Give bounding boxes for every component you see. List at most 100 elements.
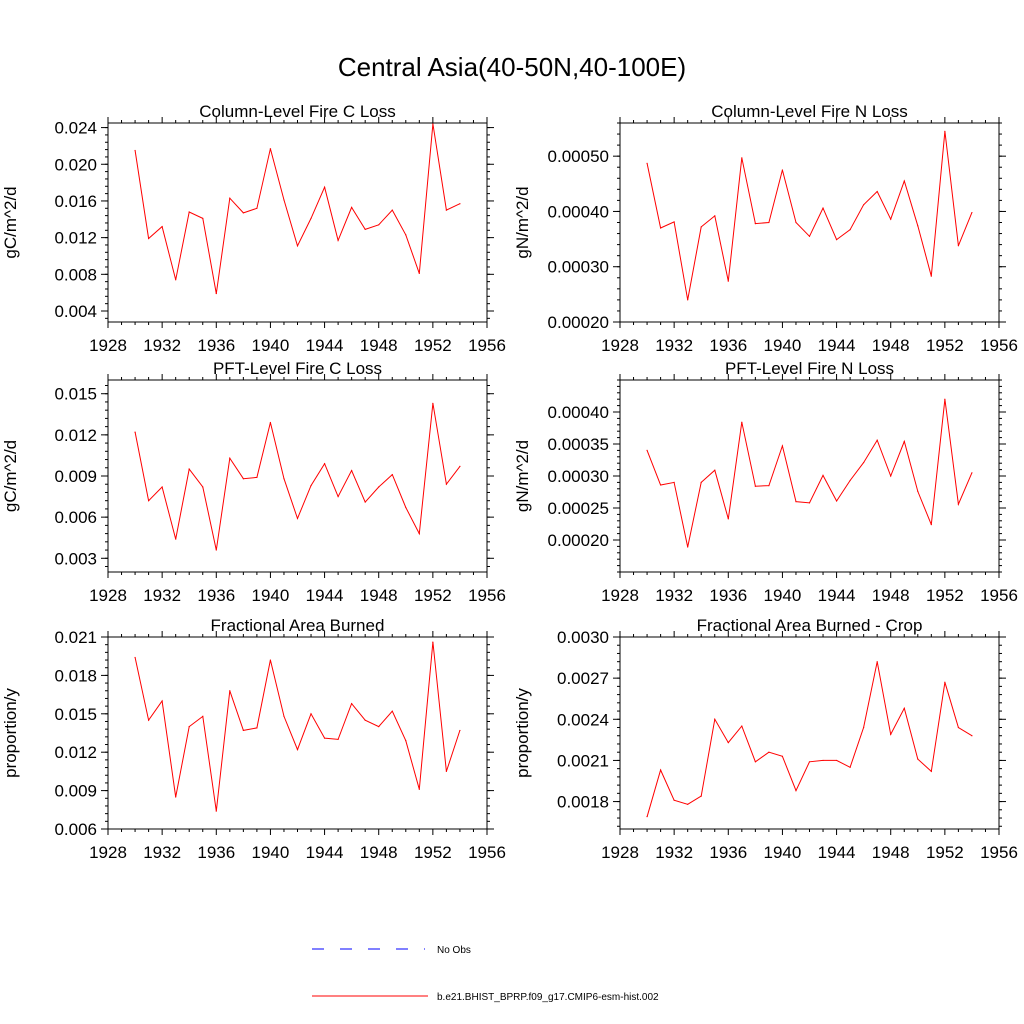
legend-model-label: b.e21.BHIST_BPRP.f09_g17.CMIP6-esm-hist.… (437, 992, 659, 1003)
data-point (148, 237, 150, 240)
data-point (405, 234, 407, 236)
data-point (863, 461, 865, 464)
x-tick-label: 1940 (764, 336, 802, 355)
data-point (944, 398, 946, 400)
data-point (714, 718, 716, 720)
data-point (269, 148, 272, 150)
data-point (296, 517, 299, 520)
y-tick-label: 0.0024 (557, 710, 609, 729)
data-point (161, 486, 163, 488)
data-point (337, 239, 339, 241)
x-tick-label: 1948 (360, 586, 398, 605)
data-point (229, 457, 231, 459)
y-tick-label: 0.015 (54, 705, 97, 724)
x-tick-label: 1940 (764, 586, 802, 605)
data-point (808, 761, 811, 763)
data-point (161, 226, 163, 228)
data-point (296, 749, 299, 751)
x-tick-label: 1932 (655, 843, 693, 862)
data-point (660, 484, 662, 486)
data-point (202, 217, 204, 219)
data-point (835, 500, 838, 502)
x-tick-label: 1928 (89, 586, 127, 605)
data-point (971, 735, 973, 737)
data-point (768, 221, 770, 224)
data-point (687, 299, 689, 301)
data-point (754, 485, 756, 487)
data-point (445, 209, 447, 211)
y-tick-label: 0.00035 (548, 435, 609, 454)
data-point (957, 726, 959, 729)
x-tick-label: 1956 (980, 843, 1018, 862)
data-point (229, 690, 231, 692)
data-point (700, 481, 702, 483)
x-tick-label: 1944 (306, 336, 344, 355)
data-point (727, 280, 729, 282)
data-point (876, 439, 878, 441)
chart-panel-1: Column-Level Fire C Loss gC/m^2/d 1928 1932… (1, 102, 506, 355)
y-tick-label: 0.012 (54, 426, 97, 445)
panel-title: PFT-Level Fire N Loss (725, 359, 894, 378)
x-tick-label: 1944 (818, 843, 856, 862)
data-point (148, 500, 150, 502)
data-point (727, 742, 729, 744)
data-point (890, 733, 892, 735)
legend-obs-label: No Obs (437, 945, 471, 956)
panel-title: Column-Level Fire C Loss (199, 102, 396, 121)
y-tick-label: 0.003 (54, 549, 97, 568)
x-tick-label: 1932 (143, 843, 181, 862)
x-tick-label: 1940 (252, 843, 290, 862)
y-tick-label: 0.00020 (548, 531, 609, 550)
x-tick-label: 1944 (818, 586, 856, 605)
y-tick-label: 0.006 (54, 508, 97, 527)
x-tick-label: 1952 (926, 336, 964, 355)
x-tick-label: 1940 (252, 336, 290, 355)
data-point (754, 223, 756, 225)
y-tick-label: 0.021 (54, 628, 97, 647)
data-point (445, 483, 447, 485)
y-tick-label: 0.012 (54, 743, 97, 762)
x-tick-label: 1952 (414, 336, 452, 355)
x-tick-label: 1928 (601, 586, 639, 605)
data-point (242, 478, 244, 480)
y-tick-label: 0.00020 (548, 313, 609, 332)
y-tick-label: 0.009 (54, 467, 97, 486)
x-tick-label: 1944 (818, 336, 856, 355)
y-tick-label: 0.006 (54, 820, 97, 839)
y-tick-label: 0.015 (54, 385, 97, 404)
data-point (445, 770, 447, 773)
data-point (741, 725, 743, 727)
panel-title: PFT-Level Fire C Loss (213, 359, 382, 378)
x-tick-label: 1936 (197, 336, 235, 355)
y-tick-label: 0.00040 (548, 403, 609, 422)
y-axis-label: gC/m^2/d (1, 440, 20, 512)
data-point (310, 713, 312, 715)
data-point (808, 502, 811, 504)
y-axis-label: proportion/y (1, 688, 20, 778)
data-point (459, 729, 461, 732)
data-point (822, 207, 824, 209)
data-point (215, 292, 217, 295)
y-tick-label: 0.00040 (548, 202, 609, 221)
data-point (269, 421, 272, 424)
y-tick-label: 0.012 (54, 229, 97, 248)
data-point (876, 661, 878, 663)
data-point (283, 715, 285, 717)
x-tick-label: 1936 (709, 336, 747, 355)
panel-title: Column-Level Fire N Loss (711, 102, 908, 121)
x-tick-label: 1932 (655, 336, 693, 355)
data-point (459, 465, 461, 467)
data-point (161, 700, 163, 702)
data-point (646, 449, 648, 451)
x-tick-label: 1948 (872, 336, 910, 355)
data-point (432, 402, 434, 404)
data-point (781, 755, 784, 757)
data-point (296, 245, 299, 247)
data-point (646, 162, 648, 164)
data-point (673, 221, 675, 223)
data-point (700, 795, 702, 797)
data-point (876, 190, 878, 193)
data-point (971, 211, 973, 214)
data-point (849, 766, 851, 768)
